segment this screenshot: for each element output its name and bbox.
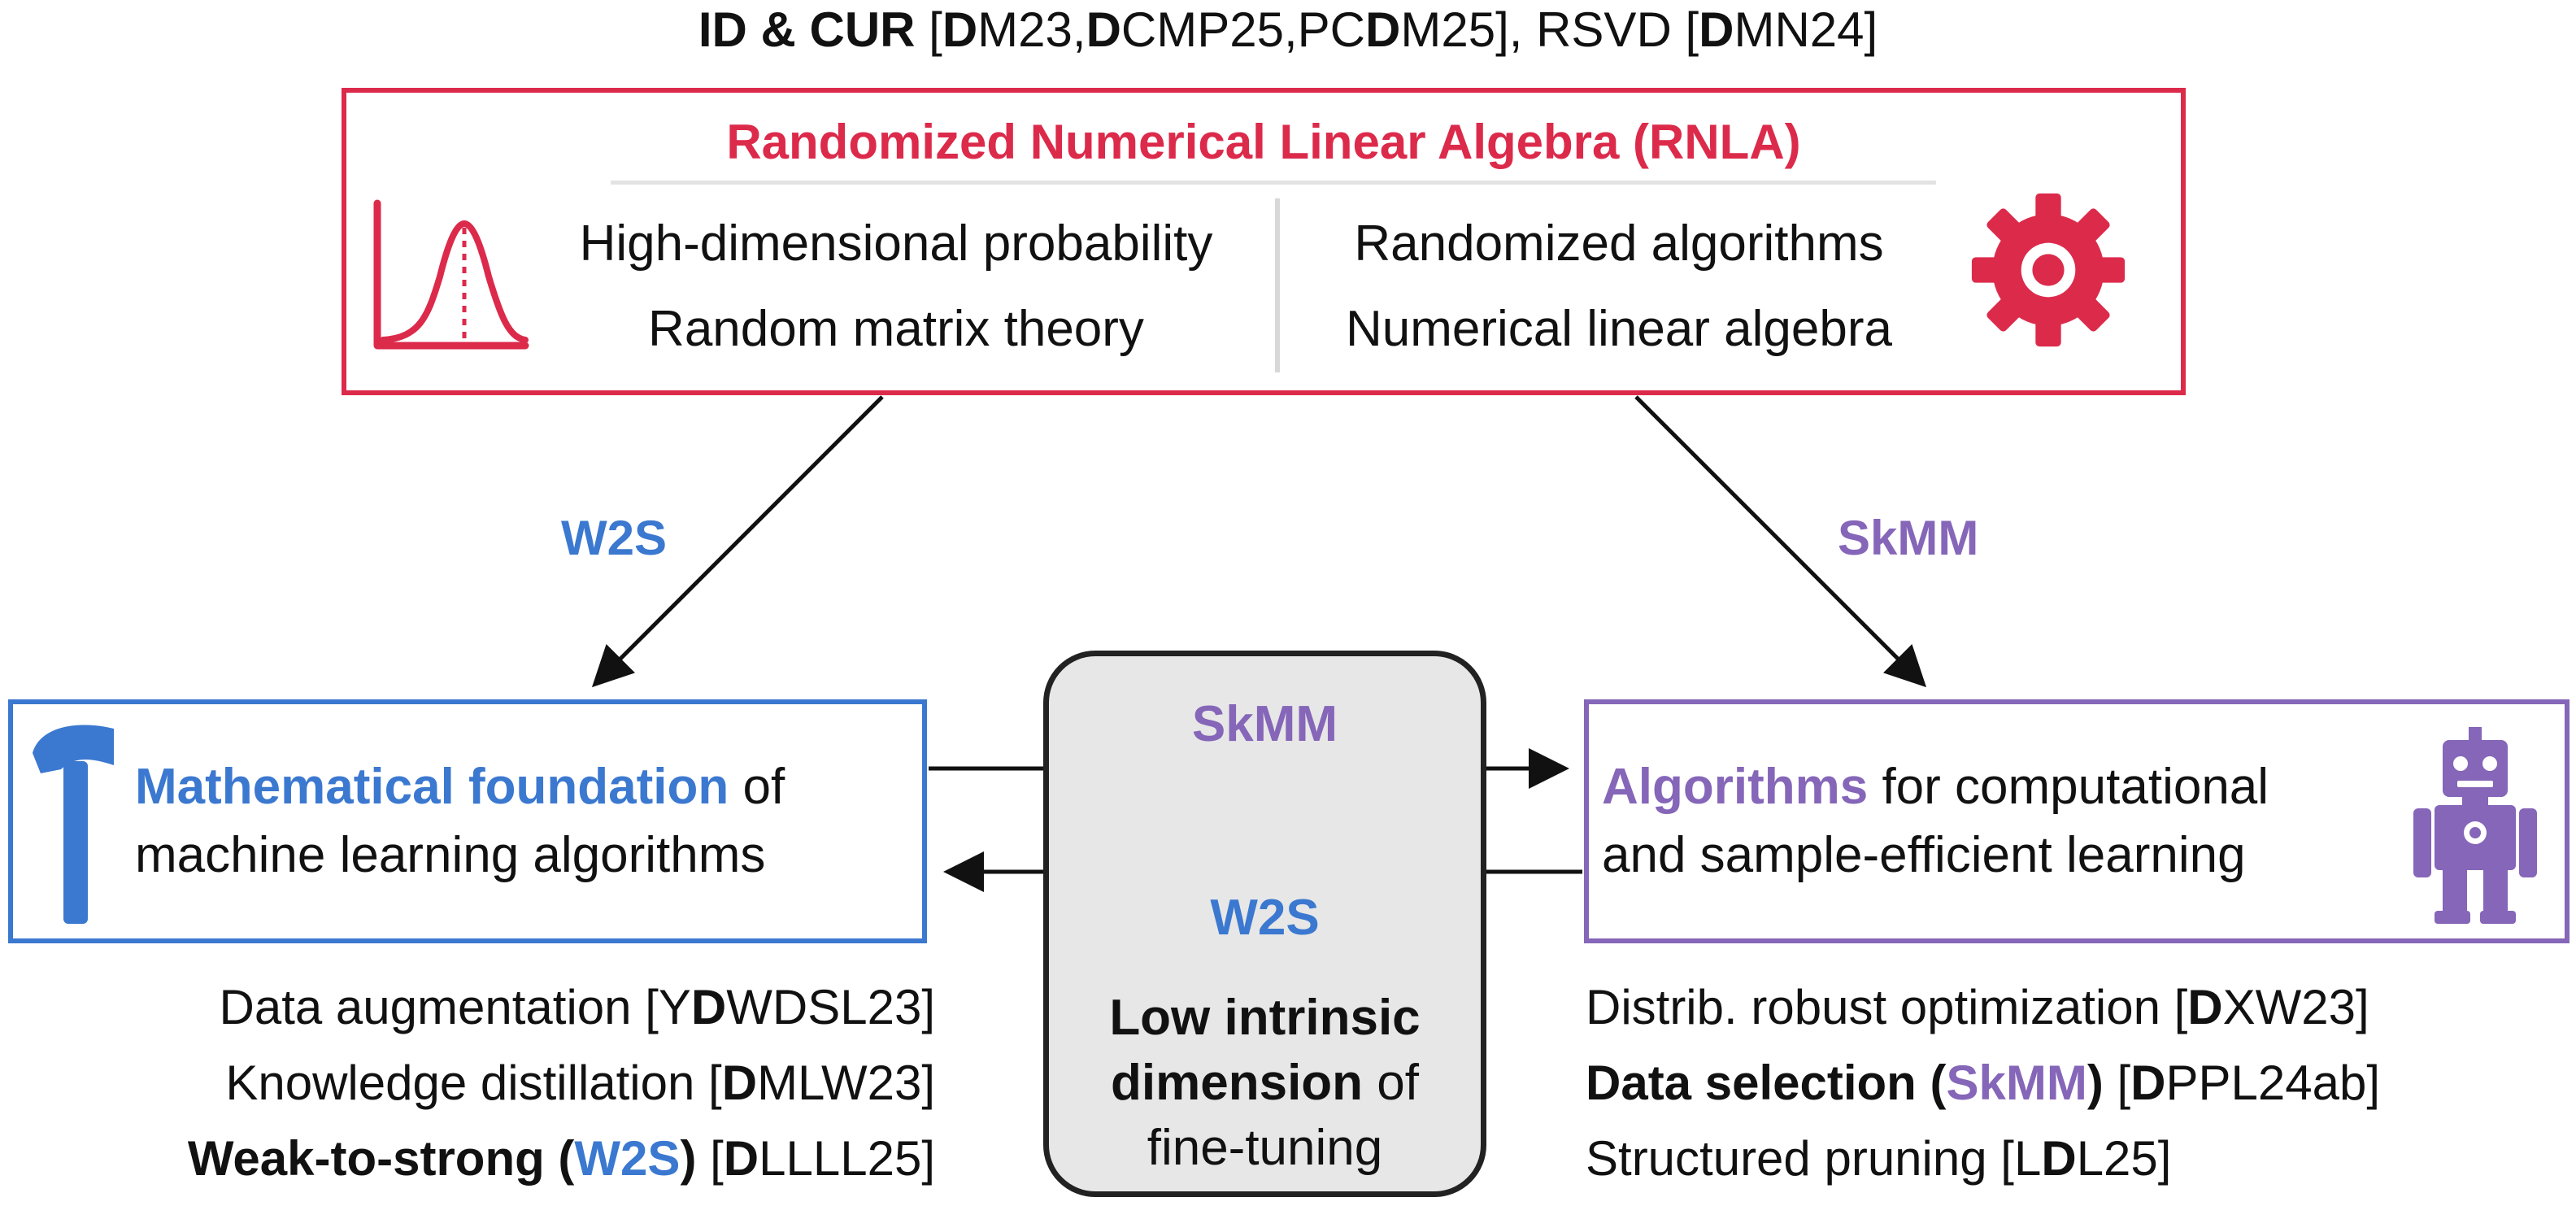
id-cur-label: ID & CUR bbox=[698, 2, 916, 57]
rnla-left-line-1: High-dimensional probability bbox=[579, 216, 1213, 272]
arrow-label-w2s: W2S bbox=[561, 511, 668, 565]
rnla-left-line-2: Random matrix theory bbox=[648, 301, 1144, 357]
rnla-box: Randomized Numerical Linear Algebra (RNL… bbox=[342, 88, 2186, 395]
rnla-right-line-2: Numerical linear algebra bbox=[1346, 301, 1892, 357]
top-references: ID & CUR [DM23,DCMP25,PCDM25], RSVD [DMN… bbox=[698, 2, 1878, 57]
arrow-rnla-to-math bbox=[591, 395, 884, 688]
center-skmm-label: SkMM bbox=[1191, 696, 1338, 752]
hammer-icon bbox=[33, 725, 114, 924]
algorithms-title: Algorithms bbox=[1602, 759, 1869, 815]
math-foundation-line2: machine learning algorithms bbox=[135, 827, 766, 883]
list-item: Data selection (SkMM) [DPPL24ab] bbox=[1586, 1056, 2381, 1110]
list-item: Knowledge distillation [DMLW23] bbox=[225, 1056, 935, 1110]
rnla-title-underline bbox=[611, 181, 1936, 185]
algorithms-line2: and sample-efficient learning bbox=[1602, 827, 2246, 883]
list-item: Structured pruning [LDL25] bbox=[1586, 1131, 2172, 1186]
center-text: Low intrinsic dimension of fine-tuning bbox=[1109, 990, 1421, 1176]
algorithms-box: Algorithms for computational and sample-… bbox=[1584, 699, 2569, 943]
bell-curve-icon bbox=[373, 199, 529, 350]
intrinsic-dimension-box: SkMM W2S Low intrinsic dimension of fine… bbox=[1043, 651, 1486, 1197]
left-references: Data augmentation [YDWDSL23] Knowledge d… bbox=[16, 979, 935, 1206]
gear-icon bbox=[1971, 193, 2126, 347]
center-w2s-label: W2S bbox=[1210, 890, 1320, 946]
list-item: Weak-to-strong (W2S) [DLLLL25] bbox=[187, 1131, 935, 1186]
math-foundation-box: Mathematical foundation of machine learn… bbox=[8, 699, 927, 943]
list-item: Data augmentation [YDWDSL23] bbox=[219, 980, 935, 1034]
rnla-right-line-1: Randomized algorithms bbox=[1354, 216, 1884, 272]
algorithms-text: Algorithms for computational and sample-… bbox=[1602, 753, 2269, 890]
robot-icon bbox=[2413, 727, 2537, 924]
math-foundation-text: Mathematical foundation of machine learn… bbox=[135, 753, 785, 890]
rnla-title: Randomized Numerical Linear Algebra (RNL… bbox=[726, 115, 1801, 169]
rnla-divider bbox=[1275, 198, 1280, 372]
list-item: Distrib. robust optimization [DXW23] bbox=[1586, 980, 2369, 1034]
arrow-label-skmm: SkMM bbox=[1838, 511, 1979, 565]
math-foundation-title: Mathematical foundation bbox=[135, 759, 729, 815]
arrow-rnla-to-algo bbox=[1634, 395, 1927, 688]
right-references: Distrib. robust optimization [DXW23] Dat… bbox=[1586, 979, 2569, 1206]
